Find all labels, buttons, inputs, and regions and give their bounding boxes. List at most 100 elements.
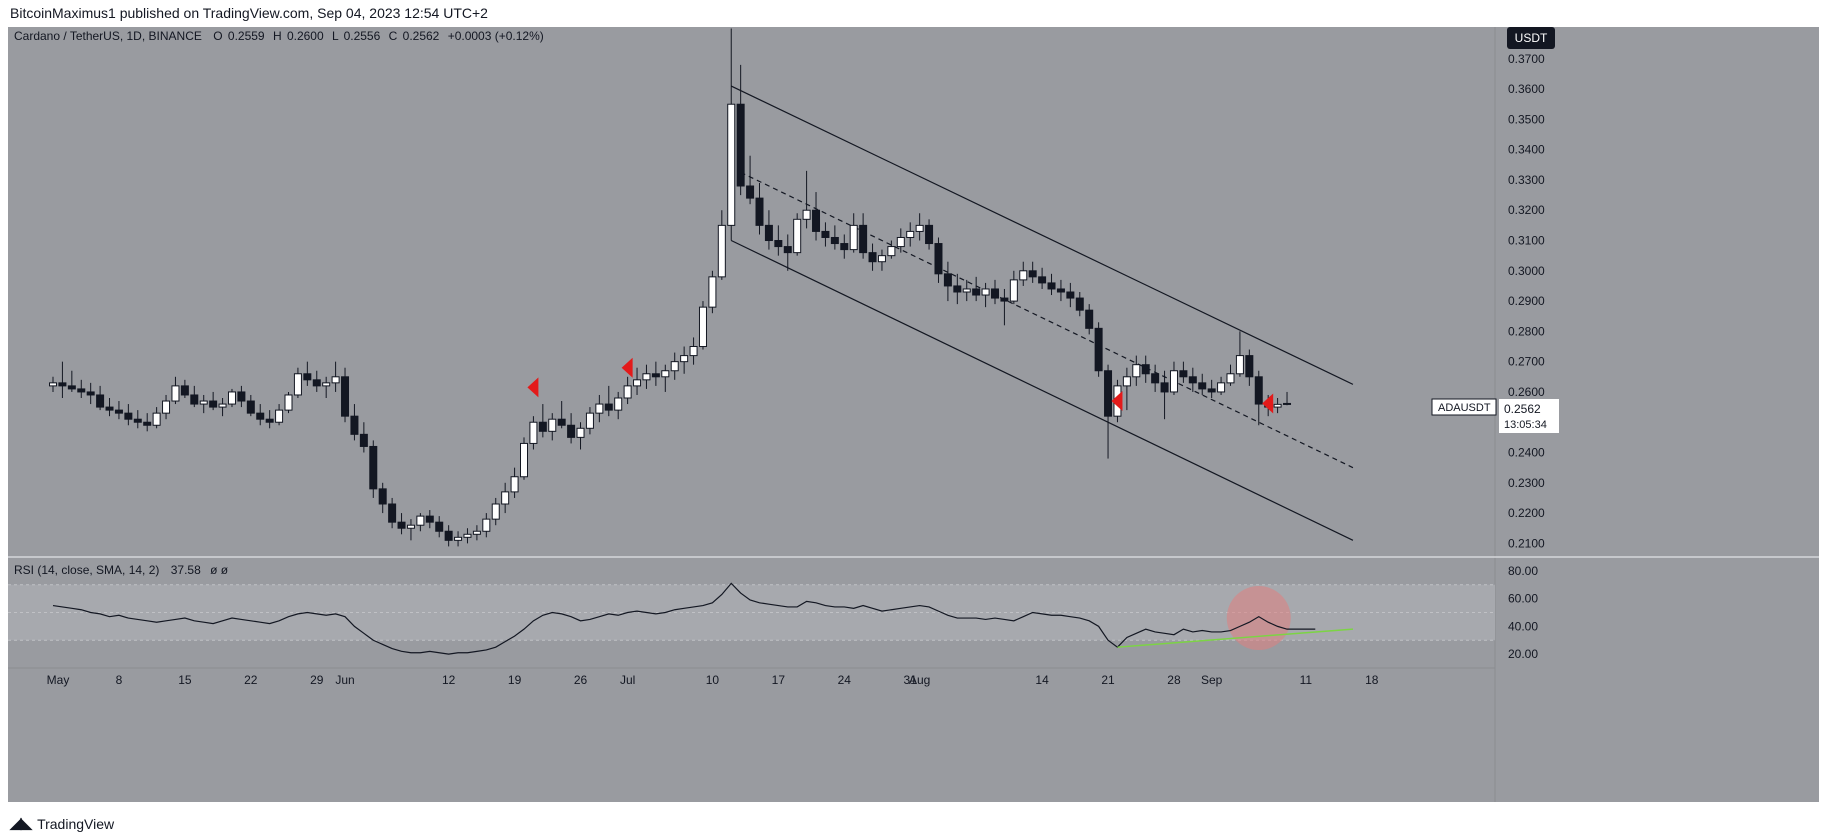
rsi-tick-label: 80.00 [1508,564,1538,578]
price-label: ADAUSDT 0.2562 13:05:34 [1431,398,1559,433]
candle [265,410,274,429]
candle [425,510,434,529]
candle-body [1122,376,1131,387]
chart-svg[interactable]: 0.3700 0.3600 0.3500 0.3400 0.3300 0.3200 0.31… [8,27,1819,802]
legend-o-label: O [213,29,222,43]
candle-body [783,246,792,254]
candle-body [670,361,679,372]
candle [67,370,76,392]
candle-body [821,230,830,238]
candle [341,367,350,423]
candle [604,385,613,417]
candle-body [1056,288,1065,293]
candle-body [105,406,114,411]
candle-body [331,376,340,384]
candle-body [162,400,171,414]
candle [717,210,726,280]
price-tick-label: 0.2700 [1508,355,1545,369]
candle [312,370,321,392]
rsi-axis[interactable]: 80.00 60.00 40.00 20.00 [1508,564,1538,661]
time-tick-label: 11 [1300,673,1313,687]
candle [143,413,152,432]
price-tick-label: 0.2300 [1508,476,1545,490]
candle-body [359,433,368,447]
candle-body [661,370,670,378]
time-tick-label: 17 [772,673,786,687]
candle-body [538,421,547,432]
candle [133,410,142,429]
candle-body [322,382,331,387]
candle-body [1235,355,1244,375]
candle-body [614,397,623,411]
marker-triangle [527,377,539,398]
candle [1028,261,1037,283]
candle-body [708,276,717,308]
legend-high: 0.2600 [287,29,324,43]
candle-body [143,421,152,426]
candle [284,391,293,414]
price-tick-label: 0.3000 [1508,264,1545,278]
candle-body [953,285,962,293]
candle-body [1019,270,1028,281]
candle [736,64,745,196]
candle-body [237,391,246,402]
candle [237,385,246,408]
candle [1179,361,1188,383]
candle [275,404,284,426]
candle-body [736,103,745,187]
candle [491,497,500,526]
candle [548,413,557,441]
time-tick-label: 24 [838,673,852,687]
price-tick-label: 0.2400 [1508,446,1545,460]
candle [463,528,472,544]
candle-body [1188,376,1197,384]
candle [746,155,755,205]
candle [199,394,208,414]
candle-body [1028,270,1037,278]
candle-body [1085,309,1094,329]
candle [915,213,924,241]
candle [359,422,368,453]
candle [416,513,425,532]
candle [821,222,830,247]
candle-body [934,243,943,275]
candle-body [406,524,415,529]
candle-body [303,373,312,381]
candle-body [180,385,189,396]
candle-body [482,518,491,532]
candle-body [717,224,726,278]
candle-body [642,373,651,381]
candle [576,422,585,450]
candle [698,301,707,350]
price-tick-label: 0.2100 [1508,536,1545,550]
candle [1038,267,1047,289]
candle [397,513,406,535]
currency-badge[interactable]: USDT [1507,27,1555,49]
candle-body [256,412,265,420]
time-tick-label: 8 [116,673,123,687]
candle [1151,364,1160,392]
candle-body [943,273,952,287]
candle-body [1151,373,1160,384]
chart-frame[interactable]: 0.3700 0.3600 0.3500 0.3400 0.3300 0.3200 0.31… [8,27,1819,802]
price-tick-label: 0.3500 [1508,112,1545,126]
candle-body [604,403,613,411]
candle-body [218,403,227,408]
price-label-countdown: 13:05:34 [1504,419,1547,431]
candle-body [802,209,811,220]
candle [538,404,547,438]
candle [633,367,642,395]
candle [972,276,981,302]
price-tick-label: 0.2900 [1508,294,1545,308]
candle [350,404,359,441]
candle-body [388,503,397,523]
price-tick-label: 0.3100 [1508,234,1545,248]
candle-body [1094,327,1103,372]
time-tick-label: 18 [1365,673,1379,687]
candle [1132,355,1141,386]
candle [1009,270,1018,305]
candle-body [623,385,632,399]
price-tick-label: 0.2800 [1508,324,1545,338]
candle [812,192,821,241]
